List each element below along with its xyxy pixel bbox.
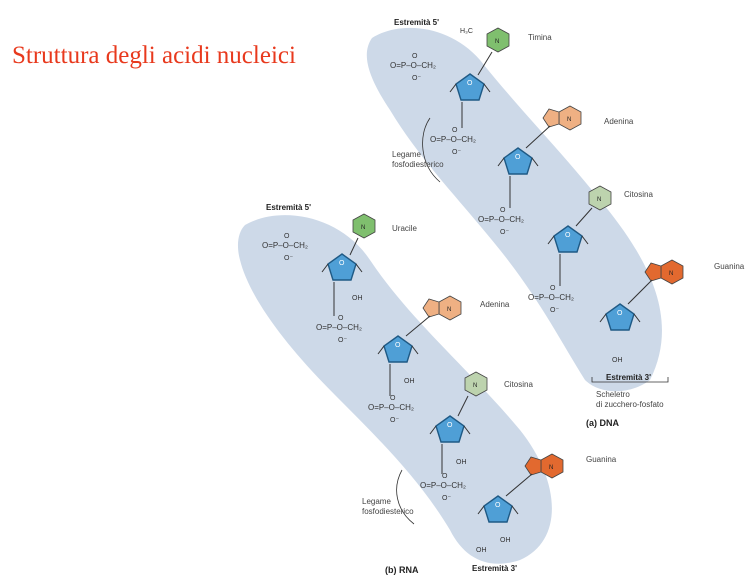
dna-backbone-bracket bbox=[591, 377, 669, 383]
svg-text:OH: OH bbox=[500, 537, 511, 544]
dna-strand: H₃C OH bbox=[390, 27, 684, 364]
svg-text:OH: OH bbox=[612, 357, 623, 364]
dna-end3-label: Estremità 3' bbox=[606, 373, 652, 382]
svg-text:OH: OH bbox=[352, 295, 363, 302]
dna-base-label-cytosine: Citosina bbox=[624, 190, 653, 199]
rna-caption: (b) RNA bbox=[385, 565, 419, 575]
dna-backbone-band bbox=[366, 27, 662, 392]
rna-base-label-guanine: Guanina bbox=[586, 455, 617, 464]
dna-bond-bracket bbox=[422, 117, 441, 183]
svg-text:OH: OH bbox=[456, 459, 467, 466]
dna-caption: (a) DNA bbox=[586, 418, 619, 428]
dna-base-label-adenine: Adenina bbox=[604, 117, 634, 126]
slide-title: Struttura degli acidi nucleici bbox=[12, 42, 296, 69]
rna-end5-label: Estremità 5' bbox=[266, 203, 312, 212]
rna-base-label-cytosine: Citosina bbox=[504, 380, 533, 389]
dna-backbone-label-line2: di zucchero-fosfato bbox=[596, 400, 664, 409]
svg-text:OH: OH bbox=[404, 378, 415, 385]
svg-text:OH: OH bbox=[476, 547, 487, 554]
dna-end5-label: Estremità 5' bbox=[394, 18, 440, 27]
dna-bond-label-line1: Legame bbox=[392, 150, 421, 159]
rna-end3-label: Estremità 3' bbox=[472, 564, 518, 573]
rna-bond-label-line2: fosfodiesterico bbox=[362, 507, 414, 516]
dna-backbone-label-line1: Scheletro bbox=[596, 390, 630, 399]
svg-text:H₃C: H₃C bbox=[460, 28, 473, 35]
rna-base-label-adenine: Adenina bbox=[480, 300, 510, 309]
dna-base-label-guanine: Guanina bbox=[714, 262, 745, 271]
rna-base-label-uracil: Uracile bbox=[392, 224, 417, 233]
dna-base-label-thymine: Timina bbox=[528, 33, 552, 42]
rna-bond-label-line1: Legame bbox=[362, 497, 391, 506]
rna-bond-bracket bbox=[396, 469, 415, 525]
dna-bond-label-line2: fosfodiesterico bbox=[392, 160, 444, 169]
rna-backbone-band bbox=[237, 215, 552, 564]
rna-strand: OH OH OH OH OH bbox=[262, 213, 564, 554]
